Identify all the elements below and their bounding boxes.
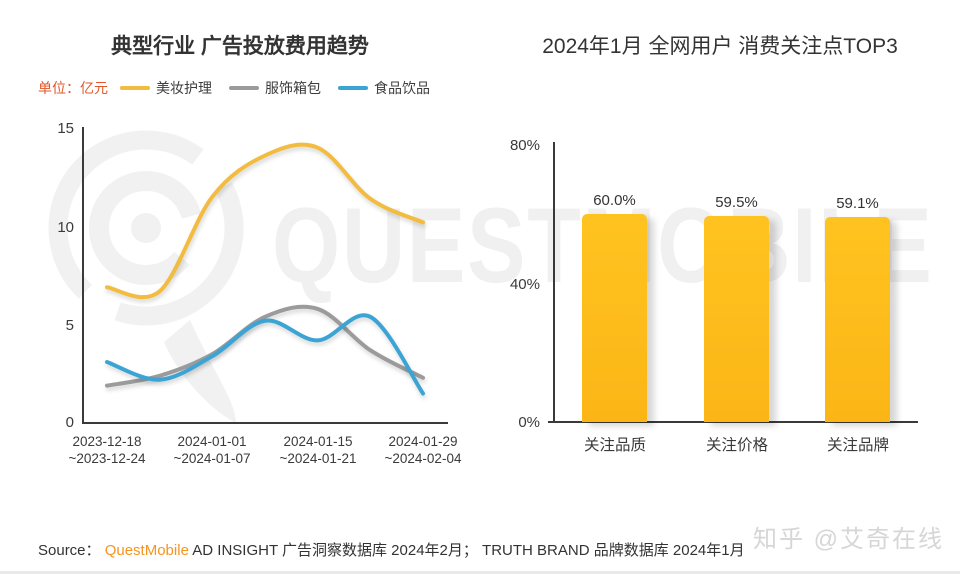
legend-item-food: 食品饮品 — [338, 78, 430, 98]
line-chart-canvas — [105, 142, 425, 396]
right-x-axis — [548, 421, 918, 423]
bar-group-price: 59.5% — [704, 194, 769, 422]
food-line-swatch-icon — [338, 86, 368, 90]
source-line: Source： QuestMobile AD INSIGHT 广告洞察数据库 2… — [38, 539, 745, 560]
x-label-week1: 2023-12-18 ~2023-12-24 — [51, 433, 163, 467]
bar-category-brand: 关注品牌 — [826, 437, 889, 454]
x-label-line2: ~2024-01-21 — [279, 451, 357, 466]
x-label-line1: 2024-01-01 — [177, 434, 247, 449]
left-y-tick-0: 0 — [65, 414, 74, 431]
bar-group-brand: 59.1% — [825, 195, 890, 422]
right-y-tick-0: 0% — [518, 414, 540, 431]
bar-value-label: 59.1% — [836, 195, 879, 213]
left-x-axis — [82, 422, 448, 424]
legend-item-apparel: 服饰箱包 — [229, 78, 321, 98]
x-label-week5: 2024-01-15 ~2024-01-21 — [262, 433, 374, 467]
x-label-line2: ~2024-01-07 — [173, 451, 251, 466]
x-label-line2: ~2023-12-24 — [68, 451, 146, 466]
x-label-week3: 2024-01-01 ~2024-01-07 — [156, 433, 268, 467]
apparel-line-swatch-icon — [229, 86, 259, 90]
beauty-care-line — [105, 142, 425, 300]
bottom-divider — [0, 571, 960, 574]
bar-brand — [825, 217, 890, 422]
zhihu-watermark: 知乎 @艾奇在线 — [752, 526, 944, 553]
apparel-bags-line — [105, 304, 425, 388]
legend-label: 美妆护理 — [156, 80, 212, 96]
bar-value-label: 59.5% — [715, 194, 758, 211]
left-chart-legend: 单位：亿元 美妆护理 服饰箱包 食品饮品 — [38, 78, 447, 98]
source-text: AD INSIGHT 广告洞察数据库 2024年2月； TRUTH BRAND … — [192, 542, 745, 559]
left-y-tick-5: 5 — [65, 317, 74, 334]
legend-item-beauty: 美妆护理 — [120, 78, 212, 98]
bar-plot-area: 60.0% 59.5% 59.1% — [553, 142, 917, 422]
x-label-line1: 2024-01-29 — [388, 434, 458, 449]
x-label-week7: 2024-01-29 ~2024-02-04 — [367, 433, 479, 467]
bar-group-quality: 60.0% — [582, 192, 647, 422]
food-beverage-line — [105, 313, 425, 396]
unit-label: 单位：亿元 — [38, 80, 108, 96]
x-label-line2: ~2024-02-04 — [384, 451, 462, 466]
bar-value-label: 60.0% — [593, 192, 636, 210]
legend-label: 食品饮品 — [374, 80, 430, 96]
beauty-line-swatch-icon — [120, 86, 150, 90]
right-y-tick-40: 40% — [509, 276, 540, 293]
right-y-tick-80: 80% — [509, 137, 540, 154]
left-chart-title: 典型行业 广告投放费用趋势 — [111, 35, 369, 58]
bar-quality — [582, 214, 647, 422]
x-label-line1: 2023-12-18 — [72, 434, 142, 449]
bar-category-price: 关注价格 — [705, 437, 768, 454]
x-label-line1: 2024-01-15 — [283, 434, 353, 449]
right-chart-title: 2024年1月 全网用户 消费关注点TOP3 — [542, 35, 898, 58]
source-brand: QuestMobile — [104, 542, 189, 559]
right-y-axis — [553, 142, 555, 423]
source-label: Source： — [38, 542, 101, 559]
legend-label: 服饰箱包 — [265, 80, 321, 96]
bar-price — [704, 216, 769, 422]
bar-category-quality: 关注品质 — [583, 437, 646, 454]
